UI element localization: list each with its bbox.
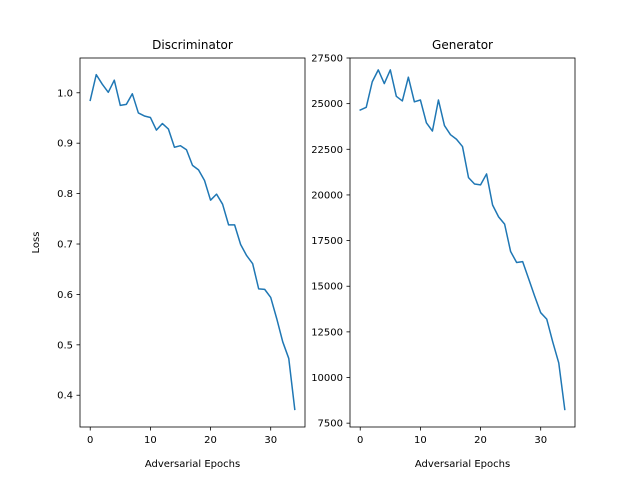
generator-y-tick-label: 22500 <box>311 145 343 156</box>
generator-x-tick-label: 20 <box>474 435 487 446</box>
generator-x-tick-label: 0 <box>357 435 363 446</box>
generator-y-tick-label: 15000 <box>311 282 343 293</box>
discriminator-x-axis-label: Adversarial Epochs <box>145 459 240 470</box>
generator-plot-frame <box>349 57 576 428</box>
generator-x-axis-label: Adversarial Epochs <box>415 459 510 470</box>
generator-x-tick-label: 30 <box>534 435 547 446</box>
discriminator-x-tick-label: 10 <box>144 435 157 446</box>
discriminator-y-axis-label: Loss <box>31 232 42 254</box>
discriminator-y-tick-label: 1.0 <box>57 88 73 99</box>
generator-y-tick-label: 25000 <box>311 99 343 110</box>
generator-loss-line <box>359 69 566 411</box>
generator-y-tick-label: 27500 <box>311 54 343 65</box>
discriminator-y-tick-label: 0.5 <box>57 340 73 351</box>
generator-y-tick-label: 20000 <box>311 190 343 201</box>
generator-y-tick-label: 7500 <box>318 419 343 430</box>
discriminator-y-tick-label: 0.6 <box>57 290 73 301</box>
generator-y-tick-label: 10000 <box>311 373 343 384</box>
discriminator-loss-line <box>89 73 296 411</box>
generator-x-tick-label: 10 <box>414 435 427 446</box>
discriminator-y-tick-label: 0.8 <box>57 189 73 200</box>
generator-chart: Generator Adversarial Epochs 0 10 20 30 7500… <box>311 38 576 470</box>
generator-title: Generator <box>432 38 493 52</box>
discriminator-x-tick-label: 30 <box>264 435 277 446</box>
discriminator-x-tick-label: 20 <box>204 435 217 446</box>
discriminator-y-tick-label: 0.9 <box>57 139 73 150</box>
discriminator-y-tick-label: 0.4 <box>57 391 73 402</box>
generator-y-tick-label: 17500 <box>311 236 343 247</box>
discriminator-y-tick-label: 0.7 <box>57 240 73 251</box>
discriminator-plot-frame <box>79 57 306 428</box>
discriminator-title: Discriminator <box>152 38 233 52</box>
generator-y-tick-label: 12500 <box>311 327 343 338</box>
discriminator-x-tick-label: 0 <box>87 435 93 446</box>
discriminator-chart: Discriminator Adversarial Epochs Loss 0 1… <box>31 38 306 470</box>
